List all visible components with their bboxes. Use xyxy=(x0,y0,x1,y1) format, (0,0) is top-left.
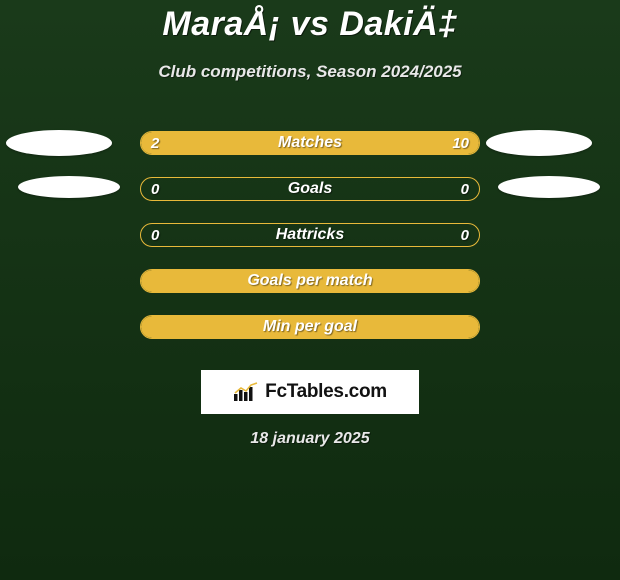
stat-value-right: 0 xyxy=(461,227,469,244)
player-badge-right xyxy=(498,176,600,198)
stat-row: Min per goal xyxy=(0,304,620,350)
stat-bar: 0 0 Goals xyxy=(140,177,480,201)
comparison-card: MaraÅ¡ vs DakiÄ‡ Club competitions, Seas… xyxy=(0,0,620,448)
page-title: MaraÅ¡ vs DakiÄ‡ xyxy=(0,5,620,44)
brand-logo-inner: FcTables.com xyxy=(233,381,387,403)
stat-label: Matches xyxy=(278,134,342,152)
stat-row: 0 0 Hattricks xyxy=(0,212,620,258)
player-badge-left xyxy=(6,130,112,156)
stat-row: 2 10 Matches xyxy=(0,120,620,166)
date-label: 18 january 2025 xyxy=(0,430,620,448)
subtitle: Club competitions, Season 2024/2025 xyxy=(0,62,620,82)
chart-icon xyxy=(233,382,259,402)
stat-bar: Goals per match xyxy=(140,269,480,293)
stat-value-left: 2 xyxy=(151,135,159,152)
stat-row: Goals per match xyxy=(0,258,620,304)
brand-text: FcTables.com xyxy=(265,381,387,403)
stat-bar: 0 0 Hattricks xyxy=(140,223,480,247)
brand-logo[interactable]: FcTables.com xyxy=(201,370,419,414)
stat-value-left: 0 xyxy=(151,227,159,244)
stat-value-right: 10 xyxy=(452,135,469,152)
stat-label: Goals per match xyxy=(247,272,372,290)
stat-value-right: 0 xyxy=(461,181,469,198)
stat-value-left: 0 xyxy=(151,181,159,198)
stat-label: Min per goal xyxy=(263,318,357,336)
stat-bar: Min per goal xyxy=(140,315,480,339)
player-badge-right xyxy=(486,130,592,156)
stat-label: Goals xyxy=(288,180,332,198)
stats-area: 2 10 Matches 0 0 Goals 0 0 Hattricks Goals per ma… xyxy=(0,120,620,350)
stat-bar: 2 10 Matches xyxy=(140,131,480,155)
stat-row: 0 0 Goals xyxy=(0,166,620,212)
stat-label: Hattricks xyxy=(276,226,344,244)
player-badge-left xyxy=(18,176,120,198)
